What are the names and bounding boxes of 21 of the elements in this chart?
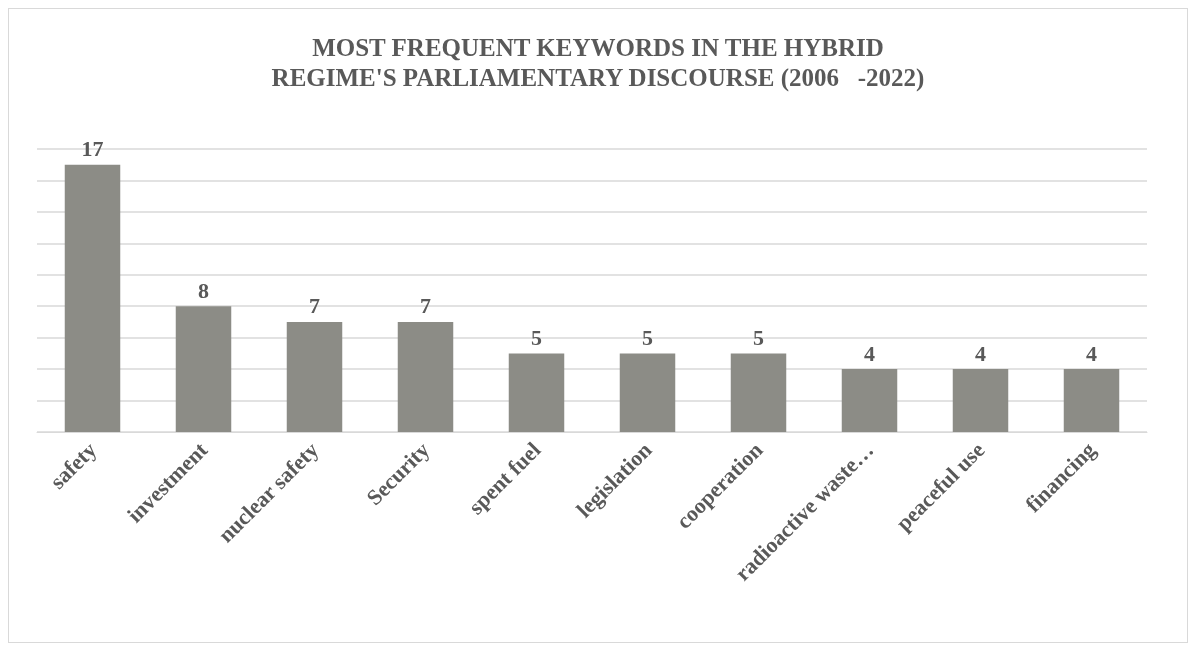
bar [730,353,787,432]
bar [64,164,121,432]
data-label: 4 [864,340,875,366]
bar [952,369,1009,432]
data-label: 5 [531,324,542,350]
data-label: 8 [198,277,209,303]
bar [508,353,565,432]
bar [175,306,232,432]
data-label: 5 [642,324,653,350]
bar [841,369,898,432]
data-label: 5 [753,324,764,350]
chart-title: MOST FREQUENT KEYWORDS IN THE HYBRID REGIME'S PARLIAMENTARY DISCOURSE (2006 -2022) [271,33,925,92]
data-label: 4 [1086,340,1097,366]
bar [619,353,676,432]
data-label: 4 [975,340,986,366]
bar [286,321,343,432]
bar [1063,369,1120,432]
data-label: 7 [420,293,431,319]
data-label: 17 [81,136,104,162]
bar [397,321,454,432]
data-label: 7 [309,293,320,319]
